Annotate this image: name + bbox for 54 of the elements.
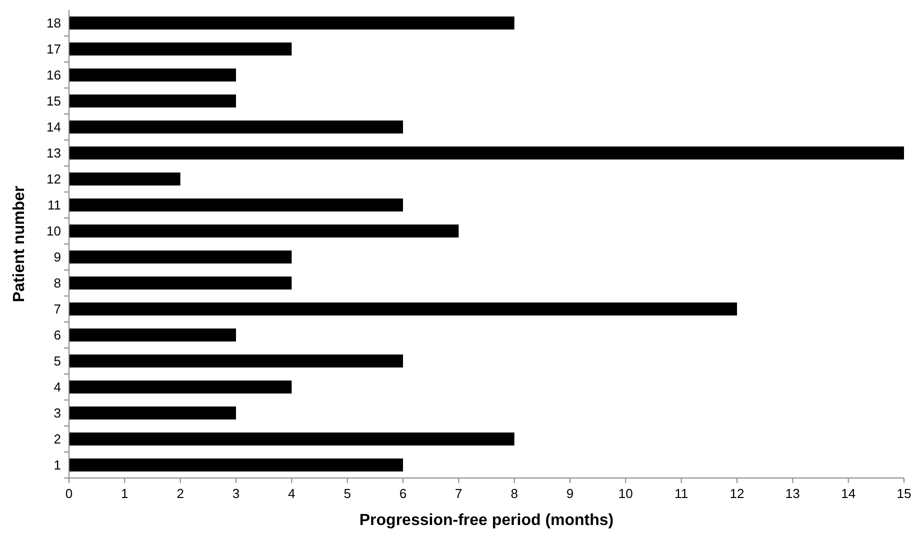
bar: [69, 276, 292, 290]
y-tick-label: 2: [54, 432, 61, 447]
x-tick-label: 1: [121, 486, 128, 501]
y-tick-label: 6: [54, 328, 61, 343]
y-tick-label: 9: [54, 250, 61, 265]
y-tick-label: 10: [46, 224, 61, 239]
y-tick-label: 8: [54, 276, 61, 291]
bar: [69, 16, 514, 30]
y-tick-label: 16: [46, 68, 61, 83]
x-tick-label: 3: [232, 486, 240, 501]
x-tick-label: 4: [288, 486, 296, 501]
x-tick-label: 14: [841, 486, 856, 501]
bar: [69, 302, 737, 316]
y-tick-label: 13: [46, 146, 61, 161]
bar: [69, 172, 180, 186]
x-axis-title: Progression-free period (months): [359, 512, 614, 529]
y-tick-label: 11: [48, 198, 61, 213]
bar: [69, 328, 236, 342]
bar: [69, 198, 403, 212]
x-tick-label: 0: [65, 486, 73, 501]
y-axis-title: Patient number: [11, 186, 28, 302]
bar: [69, 250, 292, 264]
x-tick-label: 8: [510, 486, 518, 501]
x-tick-label: 7: [455, 486, 462, 501]
bar: [69, 406, 236, 420]
x-tick-label: 5: [344, 486, 351, 501]
y-tick-label: 12: [46, 172, 61, 187]
x-tick-label: 11: [674, 486, 688, 501]
x-tick-label: 15: [896, 486, 912, 501]
bar: [69, 380, 292, 394]
x-tick-label: 9: [566, 486, 574, 501]
bar: [69, 94, 236, 108]
y-tick-label: 7: [54, 302, 61, 317]
bar: [69, 224, 459, 238]
bar: [69, 354, 403, 368]
y-tick-label: 18: [46, 16, 61, 31]
y-tick-label: 5: [54, 354, 61, 369]
bar: [69, 120, 403, 134]
x-tick-label: 13: [785, 486, 800, 501]
x-tick-label: 12: [730, 486, 744, 501]
x-tick-label: 2: [176, 486, 184, 501]
y-tick-label: 3: [54, 406, 61, 421]
y-tick-label: 17: [46, 42, 61, 57]
bar: [69, 432, 514, 446]
bar: [69, 68, 236, 82]
y-tick-label: 14: [46, 120, 61, 135]
y-tick-label: 15: [46, 94, 61, 109]
x-tick-label: 10: [618, 486, 633, 501]
y-tick-label: 1: [54, 458, 61, 473]
bar: [69, 146, 904, 160]
x-tick-label: 6: [399, 486, 407, 501]
bar: [69, 458, 403, 472]
y-tick-label: 4: [54, 380, 61, 395]
bar: [69, 42, 292, 56]
